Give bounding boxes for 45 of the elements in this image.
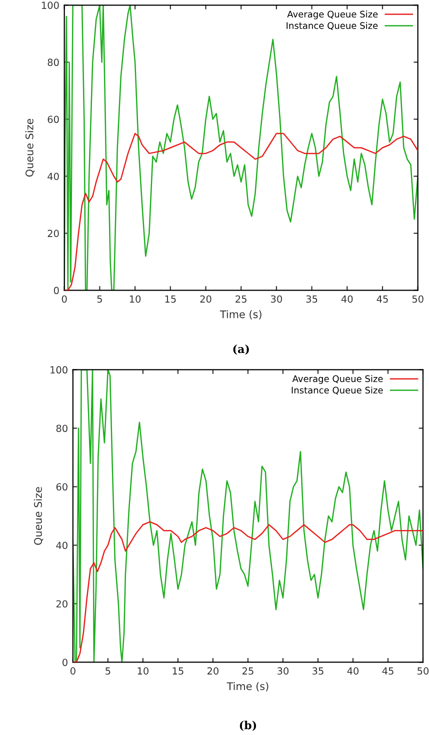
x-tick-label: 25 [242,667,254,675]
x-axis-title: Time (s) [226,682,268,692]
x-tick-label: 30 [278,667,289,675]
x-tick-label: 50 [412,295,424,303]
line-series [64,5,418,290]
y-tick-label: 40 [48,172,59,180]
x-tick-label: 40 [347,667,359,675]
y-tick-label: 100 [50,366,68,374]
x-tick-label: 45 [382,667,394,675]
y-axis-title: Queue Size [25,118,35,177]
x-tick-label: 5 [106,667,110,675]
legend-label: Instance Queue Size [286,22,378,30]
x-axis-title: Time (s) [220,310,262,320]
x-tick-label: 10 [130,295,141,303]
x-tick-label: 15 [165,295,176,303]
x-tick-label: 15 [172,667,184,675]
text: (b) [240,720,256,731]
y-tick-label: 40 [56,542,68,550]
y-tick-label: 100 [42,2,59,9]
y-tick-label: 80 [48,58,59,66]
x-tick-label: 20 [207,667,218,675]
text: (a) [233,344,249,355]
x-tick-label: 0 [70,667,76,675]
x-tick-label: 35 [306,295,318,303]
y-tick-label: 0 [62,658,68,666]
x-tick-label: 20 [200,295,212,303]
y-tick-label: 0 [54,286,59,294]
x-tick-label: 50 [418,667,429,675]
x-tick-label: 10 [138,667,148,675]
line-series [72,370,423,662]
legend-label: Instance Queue Size [292,386,383,395]
x-tick-label: 35 [312,667,324,675]
y-axis-title: Queue Size [34,487,44,545]
y-tick-label: 80 [56,424,68,432]
legend-label: Average Queue Size [287,10,378,20]
x-tick-label: 45 [376,295,388,303]
x-tick-label: 25 [236,295,246,303]
legend-label: Average Queue Size [292,375,383,384]
y-tick-label: 20 [48,230,59,238]
y-tick-label: 60 [56,483,68,491]
y-tick-label: 20 [56,600,68,608]
x-tick-label: 5 [97,295,102,303]
y-tick-label: 60 [48,116,59,124]
x-tick-label: 30 [271,295,282,303]
x-tick-label: 40 [341,295,353,303]
